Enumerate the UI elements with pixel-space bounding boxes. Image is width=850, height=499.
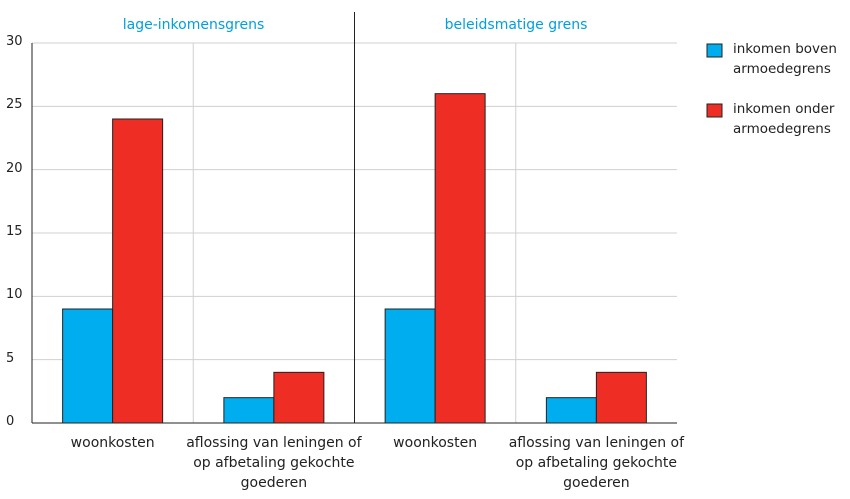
y-tick-label: 20 <box>6 160 23 176</box>
y-tick-label: 10 <box>6 287 23 303</box>
x-tick-label: aflossing van leningen of op afbetaling … <box>186 435 362 491</box>
legend-swatch <box>706 43 723 58</box>
legend-label: inkomen onder armoedegrens <box>733 101 835 137</box>
legend-label: inkomen boven armoedegrens <box>733 41 837 77</box>
bar <box>273 371 325 424</box>
bar <box>223 397 275 424</box>
y-tick-label: 25 <box>6 97 23 113</box>
y-tick-label: 5 <box>6 350 15 366</box>
bar <box>62 308 114 424</box>
y-tick-label: 15 <box>6 224 23 239</box>
y-tick-label: 0 <box>6 414 15 429</box>
bar <box>434 93 486 424</box>
x-tick-label: aflossing van leningen of op afbetaling … <box>508 435 685 491</box>
panel-title: lage-inkomensgrens <box>122 17 265 33</box>
bar <box>595 371 647 424</box>
x-tick-label: woonkosten <box>70 435 155 451</box>
bar <box>384 308 436 424</box>
y-tick-label: 30 <box>6 34 23 49</box>
panel-title: beleidsmatige grens <box>444 17 588 33</box>
bar <box>545 397 597 424</box>
x-tick-label: woonkosten <box>393 435 478 451</box>
bar <box>112 118 164 424</box>
legend-swatch <box>706 103 723 118</box>
